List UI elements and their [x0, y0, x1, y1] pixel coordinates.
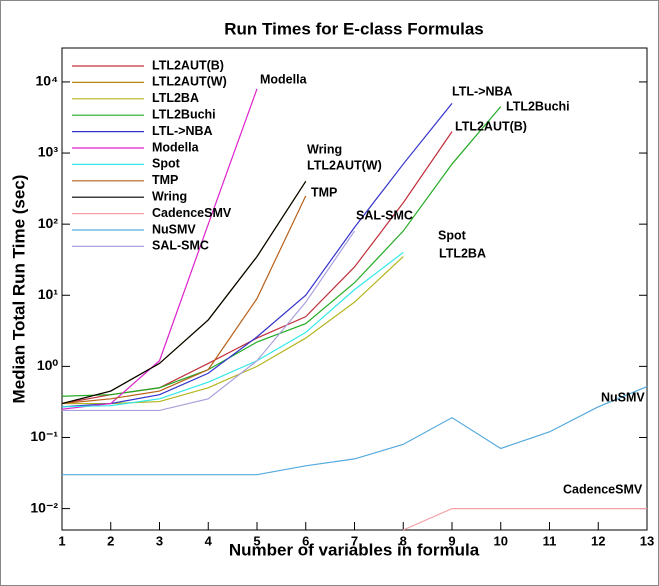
annotation: LTL2AUT(W): [307, 158, 382, 172]
y-tick-label: 10²: [38, 215, 59, 231]
x-axis-title: Number of variables in formula: [229, 540, 480, 559]
x-tick-label: 7: [351, 533, 358, 548]
series-line: [61, 102, 453, 408]
legend-label: CadenceSMV: [152, 206, 232, 220]
x-tick-label: 2: [107, 533, 114, 548]
annotation: SAL-SMC: [356, 208, 413, 222]
x-tick-label: 5: [253, 533, 260, 548]
y-tick-label: 10³: [38, 144, 59, 160]
annotation: CadenceSMV: [563, 482, 643, 496]
legend-label: LTL2BA: [152, 91, 199, 105]
x-tick-label: 1: [58, 533, 65, 548]
annotation: LTL2Buchi: [506, 99, 570, 113]
x-tick-label: 11: [543, 533, 557, 548]
annotation: NuSMV: [601, 390, 645, 404]
annotation: Spot: [438, 228, 467, 242]
series-line: [61, 88, 258, 410]
x-tick-label: 4: [205, 533, 213, 548]
series-line: [403, 507, 647, 531]
y-tick-label: 10¹: [38, 286, 59, 302]
x-tick-label: 12: [591, 533, 605, 548]
series-line: [61, 106, 502, 397]
x-tick-label: 13: [640, 533, 654, 548]
y-tick-label: 10⁻¹: [30, 428, 58, 444]
series-line: [62, 230, 355, 412]
series-line: [61, 251, 404, 408]
y-tick-label: 10⁻²: [30, 499, 58, 515]
x-tick-label: 9: [448, 533, 455, 548]
series-line: [61, 195, 307, 405]
series-line: [61, 181, 307, 405]
legend-label: LTL2AUT(B): [152, 58, 224, 72]
series-line: [62, 386, 648, 476]
y-axis-title: Median Total Run Time (sec): [9, 175, 28, 404]
legend-label: LTL2AUT(W): [152, 75, 227, 89]
annotation: Wring: [307, 142, 342, 156]
chart-title: Run Times for E-class Formulas: [224, 19, 483, 38]
legend-label: LTL2Buchi: [152, 107, 216, 121]
annotation: LTL->NBA: [452, 84, 513, 98]
x-tick-label: 3: [156, 533, 163, 548]
legend-label: LTL->NBA: [152, 124, 213, 138]
legend-label: Wring: [152, 189, 187, 203]
annotation: LTL2AUT(B): [455, 119, 527, 133]
y-tick-label: 10⁰: [37, 357, 59, 373]
legend-label: Modella: [152, 140, 200, 154]
x-tick-label: 8: [400, 533, 407, 548]
x-tick-label: 6: [302, 533, 309, 548]
y-tick-label: 10⁴: [36, 73, 59, 89]
series-line: [62, 256, 404, 405]
legend-label: SAL-SMC: [152, 239, 209, 253]
annotation: Modella: [260, 72, 308, 86]
x-tick-label: 10: [494, 533, 508, 548]
legend-label: Spot: [152, 157, 181, 171]
legend-label: TMP: [152, 173, 178, 187]
annotation: TMP: [311, 185, 337, 199]
legend-label: NuSMV: [152, 222, 196, 236]
annotation: LTL2BA: [439, 246, 486, 260]
